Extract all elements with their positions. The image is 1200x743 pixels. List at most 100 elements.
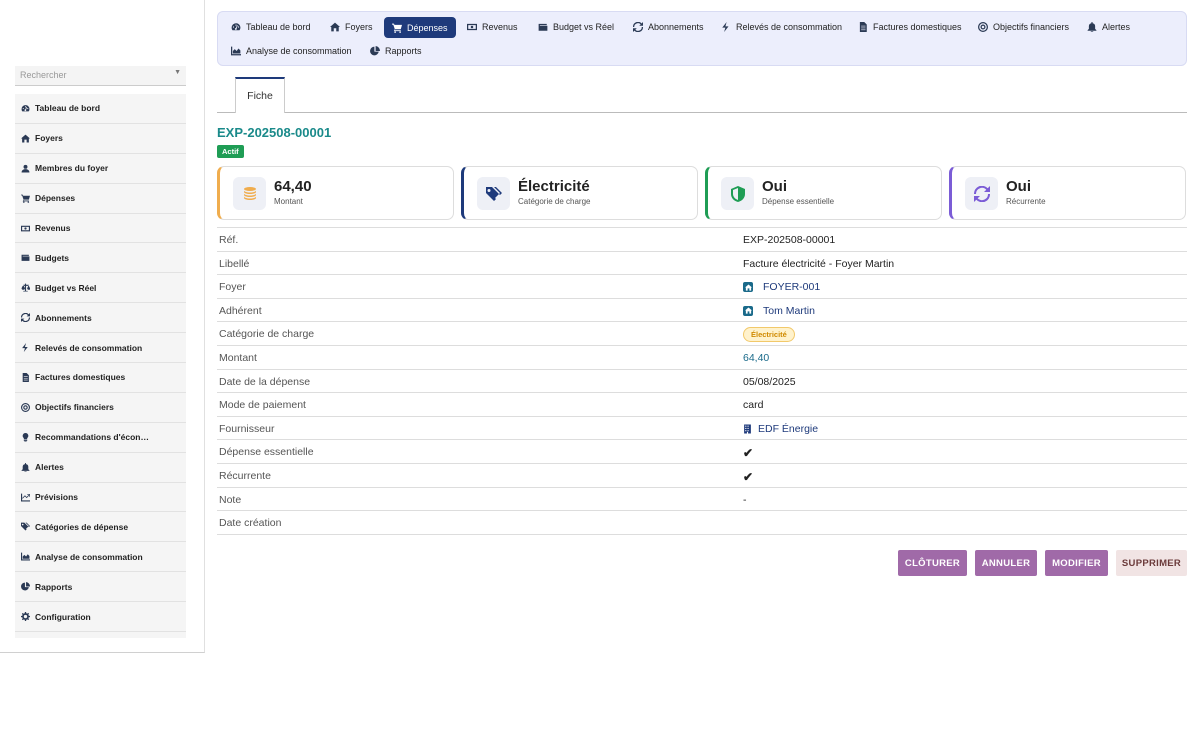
home-icon: [330, 22, 340, 32]
detail-value: EDF Énergie: [758, 422, 819, 435]
card-label: Montant: [274, 197, 303, 206]
cancel-button[interactable]: ANNULER: [975, 550, 1037, 576]
detail-row-household: Foyer FOYER-001: [217, 275, 1187, 299]
nav-financial-goals[interactable]: Objectifs financiers: [971, 17, 1076, 37]
delete-button[interactable]: SUPPRIMER: [1116, 550, 1187, 576]
nav-label: Alertes: [1102, 22, 1131, 32]
member-link[interactable]: Tom Martin: [743, 305, 815, 317]
nav-consumption-analysis[interactable]: Analyse de consommation: [224, 41, 359, 61]
recurring-card: Oui Récurrente: [949, 166, 1186, 220]
sidebar-item-reports[interactable]: Rapports: [15, 572, 186, 603]
detail-value: 64,40: [743, 351, 770, 364]
target-icon: [978, 22, 988, 32]
detail-row-category: Catégorie de charge Électricité: [217, 322, 1187, 346]
card-value: 64,40: [274, 178, 312, 195]
sidebar-menu: Tableau de bord Foyers Membres du foyer …: [15, 94, 186, 638]
nav-label: Relevés de consommation: [736, 22, 843, 32]
detail-value: Tom Martin: [763, 304, 815, 317]
amount-card: 64,40 Montant: [217, 166, 454, 220]
sidebar-item-recommendations[interactable]: Recommandations d'écon…: [15, 423, 186, 453]
nav-budget-vs-actual[interactable]: Budget vs Réel: [531, 17, 621, 37]
tab-record[interactable]: Fiche: [235, 77, 285, 113]
refresh-icon: [633, 22, 643, 32]
sidebar-item-label: Budgets: [35, 252, 69, 263]
bell-icon: [1087, 22, 1097, 32]
sidebar-item-income[interactable]: Revenus: [15, 214, 186, 244]
sidebar-item-budgets[interactable]: Budgets: [15, 243, 186, 274]
invoice-icon: [858, 22, 868, 32]
sidebar-item-alerts[interactable]: Alertes: [15, 453, 186, 483]
sidebar-item-consumption-readings[interactable]: Relevés de consommation: [15, 333, 186, 364]
tab-divider: [217, 112, 1187, 113]
card-value: Oui: [762, 178, 787, 195]
sidebar-item-households[interactable]: Foyers: [15, 124, 186, 154]
dashboard-icon: [231, 22, 241, 32]
detail-key: Fournisseur: [219, 422, 275, 435]
nav-dashboard[interactable]: Tableau de bord: [224, 17, 318, 37]
detail-row-essential: Dépense essentielle ✔: [217, 440, 1187, 464]
top-navigation: Tableau de bord Foyers Dépenses Revenus …: [217, 11, 1187, 66]
record-title: EXP-202508-00001: [217, 125, 332, 140]
building-icon: [743, 424, 752, 434]
detail-key: Libellé: [219, 257, 250, 270]
nav-label: Foyers: [345, 22, 373, 32]
nav-subscriptions[interactable]: Abonnements: [626, 17, 711, 37]
pie-chart-icon: [20, 582, 30, 592]
detail-key: Catégorie de charge: [219, 328, 315, 341]
sidebar-item-configuration[interactable]: Configuration: [15, 602, 186, 633]
sidebar-item-label: Prévisions: [35, 492, 78, 503]
detail-row-recurring: Récurrente ✔: [217, 464, 1187, 488]
sidebar-item-dashboard[interactable]: Tableau de bord: [15, 94, 186, 124]
sidebar-item-label: Membres du foyer: [35, 163, 109, 174]
sidebar-item-expenses[interactable]: Dépenses: [15, 184, 186, 214]
area-chart-icon: [231, 46, 241, 56]
sidebar-item-label: Objectifs financiers: [35, 402, 114, 413]
detail-key: Récurrente: [219, 469, 271, 482]
sidebar-item-members[interactable]: Membres du foyer: [15, 154, 186, 184]
sidebar-item-expense-categories[interactable]: Catégories de dépense: [15, 512, 186, 543]
nav-income[interactable]: Revenus: [460, 17, 525, 37]
household-link[interactable]: FOYER-001: [743, 281, 820, 293]
balance-icon: [20, 283, 30, 293]
detail-row-payment: Mode de paiement card: [217, 393, 1187, 417]
details-table: Réf. EXP-202508-00001 Libellé Facture él…: [217, 227, 1187, 535]
detail-value: 05/08/2025: [743, 375, 796, 388]
search-placeholder: Rechercher: [20, 70, 67, 80]
close-button[interactable]: CLÔTURER: [898, 550, 967, 576]
detail-row-created: Date création: [217, 511, 1187, 535]
tags-icon: [477, 177, 510, 210]
nav-households[interactable]: Foyers: [323, 17, 380, 37]
nav-expenses[interactable]: Dépenses: [384, 17, 456, 38]
sidebar-item-financial-goals[interactable]: Objectifs financiers: [15, 393, 186, 423]
nav-domestic-invoices[interactable]: Factures domestiques: [851, 17, 969, 37]
nav-consumption-readings[interactable]: Relevés de consommation: [714, 17, 849, 37]
detail-key: Adhérent: [219, 304, 262, 317]
user-link-icon: [743, 305, 753, 316]
sidebar-item-forecasts[interactable]: Prévisions: [15, 483, 186, 513]
detail-key: Montant: [219, 351, 257, 364]
supplier-link[interactable]: EDF Énergie: [743, 423, 818, 435]
tags-icon: [20, 522, 30, 532]
sidebar-item-label: Configuration: [35, 611, 91, 622]
modify-button[interactable]: MODIFIER: [1045, 550, 1108, 576]
sidebar-item-budget-vs-actual[interactable]: Budget vs Réel: [15, 273, 186, 304]
cart-icon: [20, 193, 30, 203]
nav-reports[interactable]: Rapports: [363, 41, 429, 61]
sidebar-item-consumption-analysis[interactable]: Analyse de consommation: [15, 542, 186, 573]
detail-key: Date de la dépense: [219, 375, 311, 388]
sidebar-item-label: Revenus: [35, 223, 71, 233]
card-value: Oui: [1006, 178, 1031, 195]
bolt-icon: [721, 22, 731, 32]
category-value: Électricité: [743, 327, 795, 343]
sidebar-item-domestic-invoices[interactable]: Factures domestiques: [15, 363, 186, 393]
nav-label: Tableau de bord: [246, 22, 311, 32]
sidebar-search-select[interactable]: Rechercher ▼: [15, 66, 186, 86]
sidebar-item-subscriptions[interactable]: Abonnements: [15, 303, 186, 334]
essential-card: Oui Dépense essentielle: [705, 166, 942, 220]
bell-icon: [20, 462, 30, 472]
gear-icon: [20, 612, 30, 622]
detail-value: FOYER-001: [763, 281, 821, 294]
target-icon: [20, 402, 30, 412]
wallet-icon: [20, 253, 30, 263]
nav-alerts[interactable]: Alertes: [1080, 17, 1137, 37]
